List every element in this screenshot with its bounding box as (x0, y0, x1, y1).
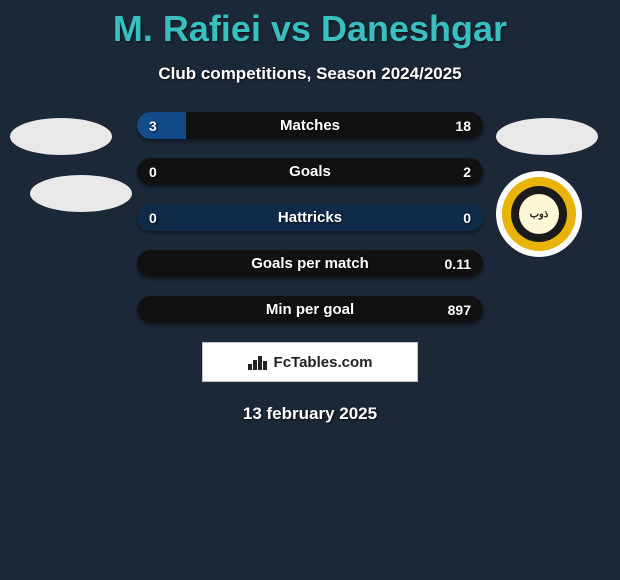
club-badge: ذوب (496, 171, 582, 257)
stat-bar-label: Min per goal (137, 296, 483, 323)
stat-bar-value-left: 0 (149, 204, 157, 231)
fctables-logo: FcTables.com (202, 342, 418, 382)
stat-bar-value-left: 0 (149, 158, 157, 185)
snapshot-date: 13 february 2025 (0, 404, 620, 424)
player-photo-placeholder (10, 118, 112, 155)
player-photo-placeholder (30, 175, 132, 212)
left-player-photos (10, 118, 132, 232)
stat-bar-row: Matches3 18 (137, 112, 483, 139)
stat-bar-value-right: 0.11 (445, 250, 471, 277)
fctables-text: FcTables.com (274, 354, 373, 371)
stat-bar-label: Hattricks (137, 204, 483, 231)
stat-bar-row: Goals per match0.11 (137, 250, 483, 277)
stat-bar-value-right: 2 (463, 158, 471, 185)
club-badge-dark: ذوب (511, 186, 567, 242)
stat-bar-value-right: 18 (455, 112, 471, 139)
bar-chart-icon (248, 354, 268, 370)
stat-bar-label: Goals per match (137, 250, 483, 277)
stat-bar-value-left: 3 (149, 112, 157, 139)
right-player-photos: ذوب (496, 118, 598, 257)
player-photo-placeholder (496, 118, 598, 155)
comparison-subtitle: Club competitions, Season 2024/2025 (0, 64, 620, 84)
club-badge-ring: ذوب (502, 177, 576, 251)
stat-bar-value-right: 0 (463, 204, 471, 231)
stat-bar-row: Hattricks0 0 (137, 204, 483, 231)
stat-bars: Matches318Goals02Hattricks00Goals per ma… (137, 112, 483, 323)
comparison-title: M. Rafiei vs Daneshgar (0, 0, 620, 50)
stat-bar-label: Goals (137, 158, 483, 185)
stat-bar-label: Matches (137, 112, 483, 139)
club-badge-center: ذوب (519, 194, 559, 234)
stat-bar-value-right: 897 (448, 296, 471, 323)
stat-bar-row: Goals0 2 (137, 158, 483, 185)
stat-bar-row: Min per goal897 (137, 296, 483, 323)
